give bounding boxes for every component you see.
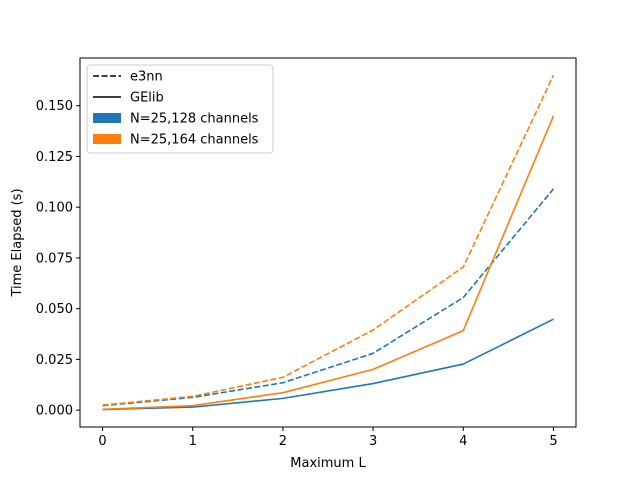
y-tick-label: 0.000 <box>36 404 73 419</box>
x-tick-label: 3 <box>369 434 377 449</box>
legend: e3nn GElib N=25,128 channels N=25,164 chann… <box>86 64 274 154</box>
axes-frame <box>79 57 577 428</box>
gelib-n-25-164-channels-line <box>102 115 555 411</box>
y-axis-label: Time Elapsed (s) <box>10 188 25 297</box>
x-tick-label: 2 <box>279 434 287 449</box>
series-layer <box>102 74 555 411</box>
x-tick-label: 1 <box>189 434 197 449</box>
y-tick-label: 0.150 <box>36 99 73 114</box>
y-tick-label: 0.075 <box>36 251 73 266</box>
legend-swatch-patch <box>93 134 121 144</box>
gelib-n-25-128-channels-line <box>102 318 554 411</box>
legend-entry-label: e3nn <box>130 70 163 85</box>
legend-entry-label: N=25,164 channels <box>130 133 259 148</box>
y-tick-label: 0.100 <box>36 201 73 216</box>
y-tick-label: 0.125 <box>36 150 73 165</box>
x-tick-label: 5 <box>549 434 557 449</box>
e3nn-n-25-164-channels-line <box>102 74 555 406</box>
legend-box <box>86 64 274 154</box>
y-tick-label: 0.025 <box>36 353 73 368</box>
x-axis-label: Maximum L <box>290 456 366 471</box>
legend-entry-label: GElib <box>130 91 164 106</box>
x-tick-label: 0 <box>98 434 106 449</box>
x-axis: 0 1 2 3 4 5 <box>98 427 558 449</box>
x-tick-label: 4 <box>459 434 467 449</box>
legend-entry-label: N=25,128 channels <box>130 112 259 127</box>
y-tick-label: 0.050 <box>36 302 73 317</box>
y-axis: 0.000 0.025 0.050 0.075 0.100 0.125 0.150 <box>36 99 80 419</box>
legend-swatch-patch <box>93 113 121 123</box>
